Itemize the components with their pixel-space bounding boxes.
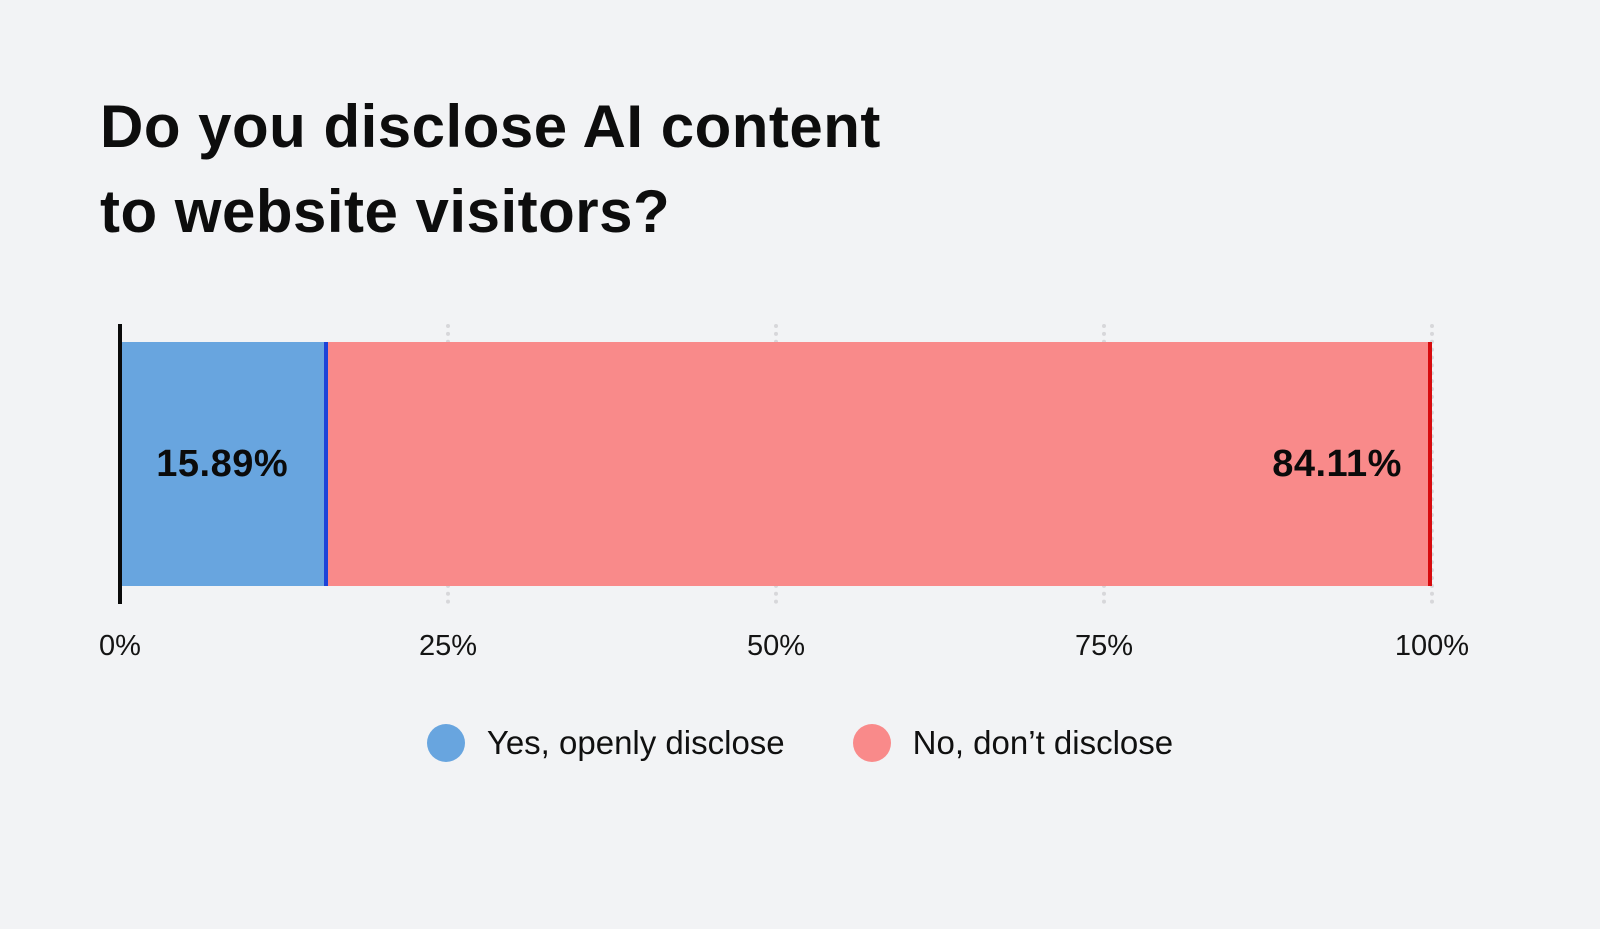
bar-segment-no: 84.11% <box>328 342 1432 587</box>
bar-value-label-yes: 15.89% <box>156 442 289 485</box>
plot-area: 15.89% 84.11% <box>118 324 1434 605</box>
legend-item-yes: Yes, openly disclose <box>426 724 785 763</box>
x-tick-label-0: 0% <box>99 630 141 663</box>
chart-title-line1: Do you disclose AI content <box>100 93 881 160</box>
bar-segment-yes: 15.89% <box>120 342 329 587</box>
legend-swatch-no-icon <box>852 724 891 763</box>
chart-title-line2: to website visitors? <box>100 178 671 246</box>
x-tick-label-100: 100% <box>1394 630 1470 663</box>
y-axis-line <box>118 324 122 605</box>
legend-label-no: No, don’t disclose <box>912 724 1174 762</box>
gridline-100 <box>1430 324 1434 605</box>
chart-page: Do you disclose AI content to website vis… <box>0 84 1600 929</box>
legend: Yes, openly disclose No, don’t disclose <box>0 724 1600 763</box>
x-axis-labels: 0% 25% 50% 75% 100% <box>99 630 1469 672</box>
bar-value-label-no: 84.11% <box>1272 442 1402 485</box>
x-tick-label-75: 75% <box>1074 630 1134 663</box>
legend-swatch-yes-icon <box>426 724 465 763</box>
x-tick-label-25: 25% <box>418 630 478 663</box>
x-tick-label-50: 50% <box>746 630 806 663</box>
legend-label-yes: Yes, openly disclose <box>486 724 785 762</box>
stacked-bar: 15.89% 84.11% <box>120 342 1432 587</box>
chart-title: Do you disclose AI content to website vis… <box>100 84 1600 254</box>
legend-item-no: No, don’t disclose <box>852 724 1174 763</box>
